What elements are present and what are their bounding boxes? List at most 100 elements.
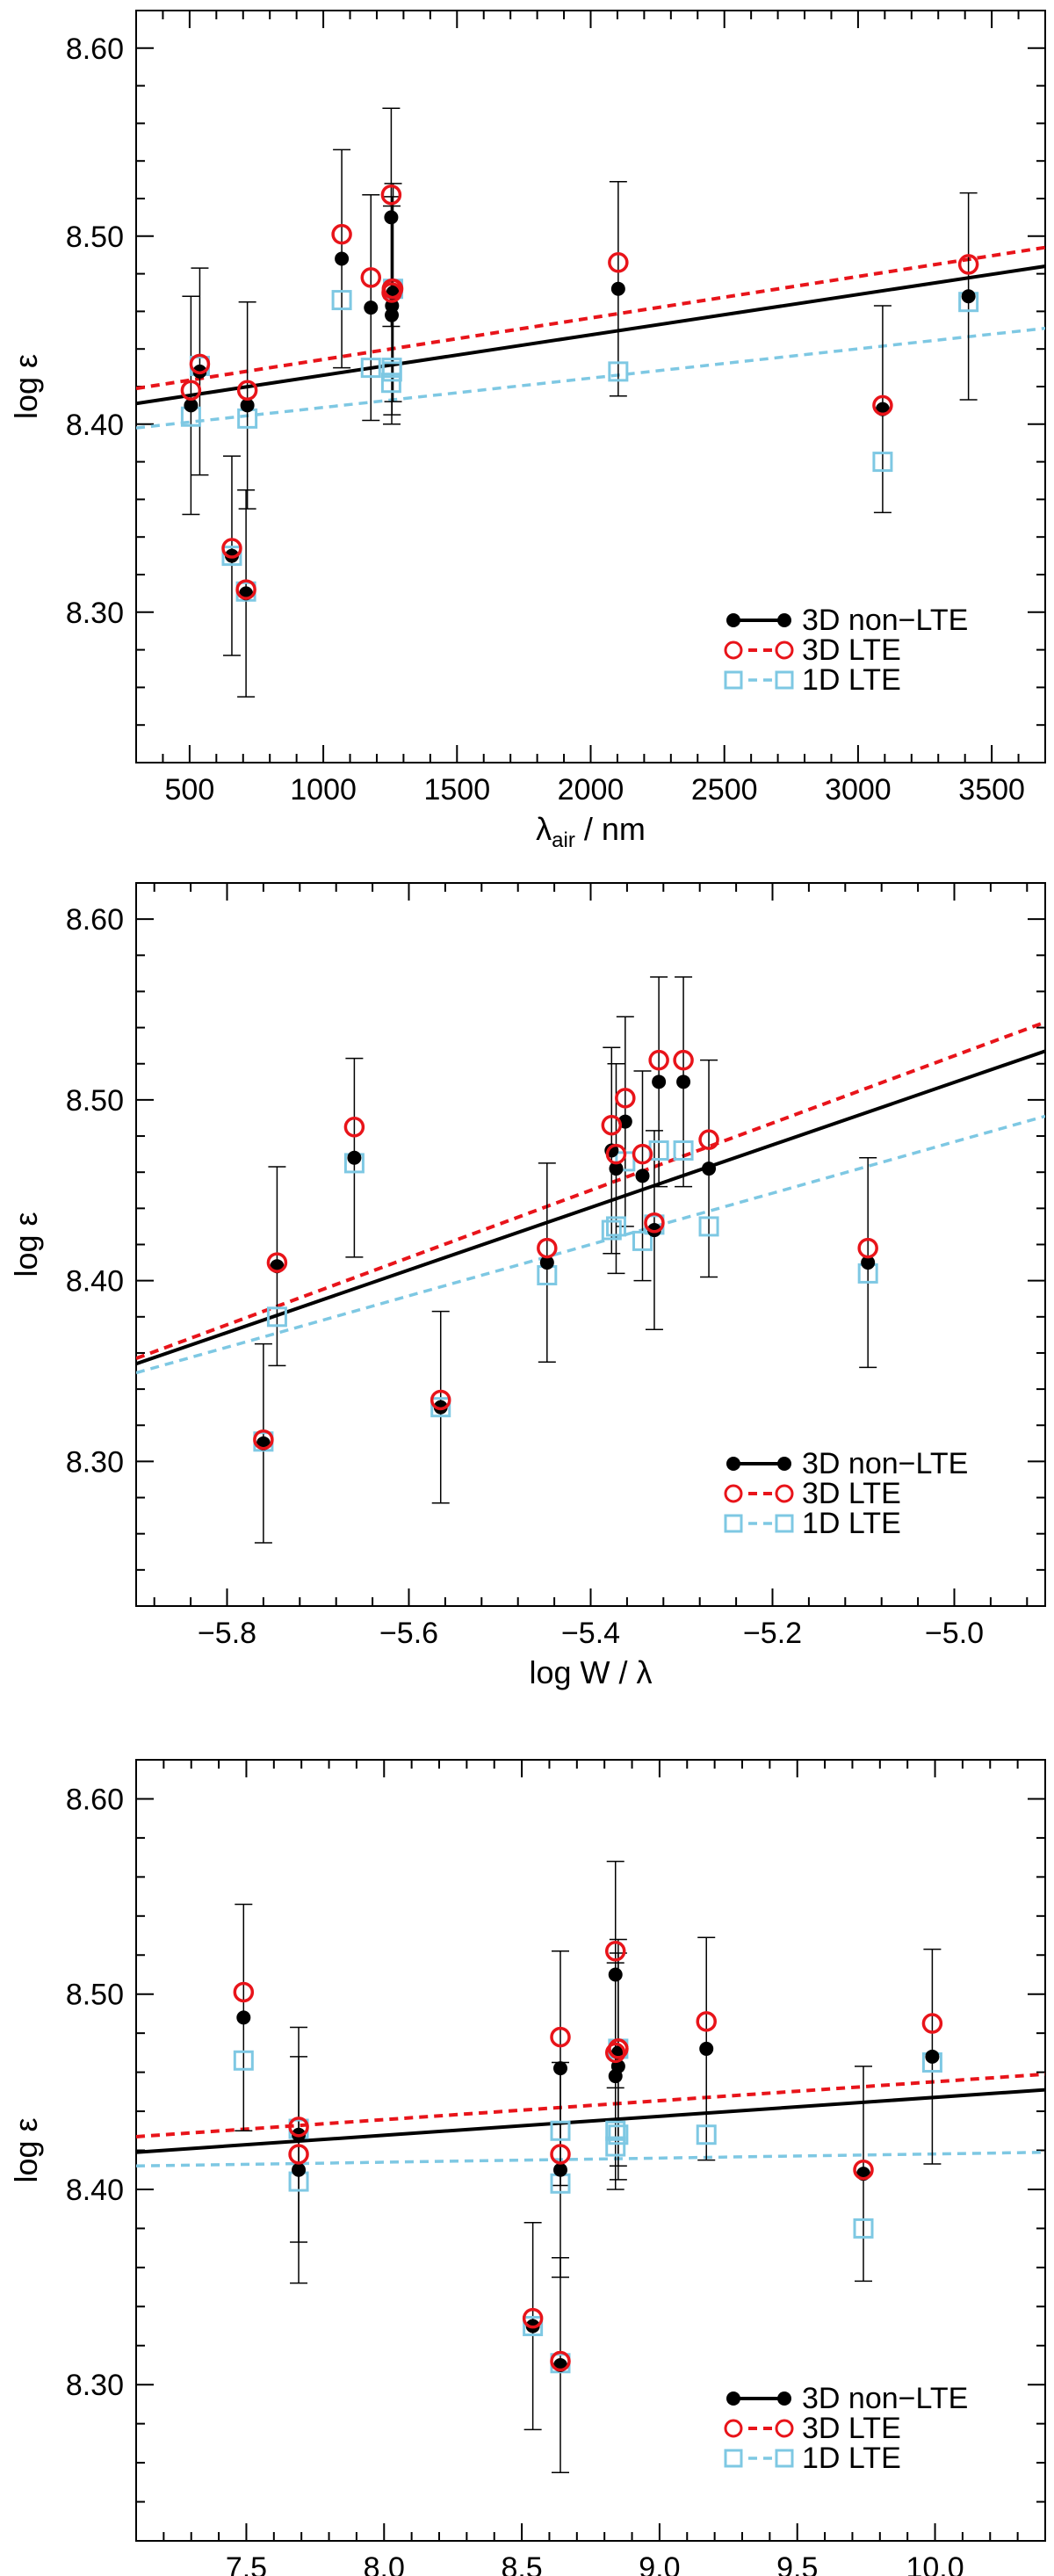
x-tick-label: 3000 <box>825 773 892 807</box>
x-tick-label: 2000 <box>558 773 624 807</box>
legend-label-nlte3d: 3D non−LTE <box>802 2382 968 2415</box>
point-lte1d <box>608 361 629 382</box>
y-tick-label: 8.50 <box>66 221 124 254</box>
point-lte1d <box>331 290 352 311</box>
point-nlte3d <box>610 281 625 296</box>
point-nlte3d <box>335 251 350 266</box>
x-tick-label: 500 <box>165 773 215 807</box>
x-axis-label: log W / λ <box>529 1654 652 1690</box>
point-nlte3d <box>292 2162 307 2177</box>
y-tick-label: 8.50 <box>66 1979 124 2012</box>
point-nlte3d <box>635 1169 650 1183</box>
y-tick-label: 8.60 <box>66 903 124 937</box>
point-nlte3d <box>861 1255 876 1270</box>
fit-line-lte1d <box>136 2150 1045 2168</box>
point-lte3d <box>608 2038 629 2059</box>
y-tick-label: 8.30 <box>66 2369 124 2402</box>
point-lte3d <box>235 579 256 600</box>
legend-label-lte3d: 3D LTE <box>802 1477 901 1510</box>
point-lte3d <box>430 1389 451 1411</box>
point-nlte3d <box>702 1161 717 1176</box>
legend-marker-nlte3d <box>726 1457 740 1471</box>
point-lte1d <box>632 1230 653 1251</box>
point-lte3d <box>550 2350 571 2372</box>
point-nlte3d <box>699 2041 714 2056</box>
fit-line-lte1d <box>136 1114 1045 1375</box>
point-lte1d <box>605 1216 626 1237</box>
point-nlte3d <box>609 1161 624 1176</box>
point-lte3d <box>608 252 629 273</box>
x-tick-label: 1000 <box>290 773 357 807</box>
x-tick-label: 2500 <box>691 773 758 807</box>
fit-line-nlte3d <box>136 2088 1045 2154</box>
legend-marker-lte1d <box>724 1514 743 1533</box>
point-lte1d <box>550 2120 571 2141</box>
x-tick-label: 7.5 <box>226 2551 267 2576</box>
legend-label-lte1d: 1D LTE <box>802 663 901 697</box>
point-nlte3d <box>539 1255 554 1270</box>
legend-label-nlte3d: 3D non−LTE <box>802 604 968 637</box>
legend-marker-lte1d <box>775 2449 794 2468</box>
point-lte1d <box>601 1219 622 1241</box>
point-lte3d <box>288 2144 309 2165</box>
point-nlte3d <box>608 1967 623 1982</box>
point-nlte3d <box>646 1223 661 1238</box>
data-layer <box>136 107 1045 698</box>
legend-marker-nlte3d <box>726 613 740 627</box>
y-tick-label: 8.40 <box>66 2174 124 2207</box>
fit-line-nlte3d <box>136 264 1045 406</box>
y-tick-label: 8.60 <box>66 1783 124 1816</box>
point-lte3d <box>648 1049 669 1071</box>
point-lte1d <box>872 452 893 473</box>
plot-frame <box>135 10 1046 763</box>
y-tick-label: 8.60 <box>66 33 124 66</box>
fit-line-nlte3d <box>136 1049 1045 1366</box>
point-lte3d <box>857 1237 878 1259</box>
x-axis-label: λair / nm <box>536 811 646 852</box>
point-lte3d <box>221 538 242 559</box>
data-layer <box>136 1860 1045 2473</box>
point-lte3d <box>872 394 893 416</box>
point-lte3d <box>605 1143 627 1165</box>
legend-marker-lte1d <box>775 670 794 690</box>
point-lte1d <box>608 2124 629 2145</box>
point-nlte3d <box>384 210 399 225</box>
x-tick-label: −5.6 <box>379 1617 438 1650</box>
point-lte3d <box>853 2159 874 2181</box>
x-tick-label: 1500 <box>423 773 490 807</box>
fit-line-lte3d <box>136 1020 1045 1360</box>
point-lte3d <box>382 278 404 300</box>
point-lte1d <box>605 2136 626 2157</box>
point-lte3d <box>233 1981 255 2003</box>
point-nlte3d <box>652 1075 667 1089</box>
x-tick-label: 9.5 <box>776 2551 818 2576</box>
point-lte3d <box>180 380 202 402</box>
point-nlte3d <box>676 1075 691 1089</box>
point-lte3d <box>696 2011 717 2032</box>
point-nlte3d <box>433 1400 448 1415</box>
x-tick-label: 10.0 <box>906 2551 964 2576</box>
point-lte1d <box>698 1216 719 1237</box>
legend-label-lte3d: 3D LTE <box>802 633 901 667</box>
legend-marker-nlte3d <box>726 2391 740 2406</box>
x-tick-label: −5.2 <box>743 1617 802 1650</box>
y-tick-label: 8.40 <box>66 1265 124 1299</box>
chart-panel-3: 7.58.08.59.09.510.08.308.408.508.60Elow … <box>8 1759 1046 2576</box>
point-nlte3d <box>925 2049 940 2064</box>
point-lte1d <box>605 2120 626 2141</box>
point-lte1d <box>360 358 381 379</box>
point-lte1d <box>380 373 401 394</box>
point-lte3d <box>360 267 382 288</box>
chart-panel-1: 500 1000 1500 2000 2500 3000 3500 8.30 8.40 8.50 8… <box>8 10 1046 852</box>
y-axis-label: log ε <box>8 354 44 419</box>
point-nlte3d <box>961 289 976 304</box>
point-lte3d <box>380 184 402 206</box>
legend-marker-lte1d <box>724 2449 743 2468</box>
x-tick-label: 3500 <box>958 773 1025 807</box>
point-lte1d <box>523 2316 544 2337</box>
legend-label-lte1d: 1D LTE <box>802 2442 901 2475</box>
point-lte3d <box>288 2117 309 2138</box>
